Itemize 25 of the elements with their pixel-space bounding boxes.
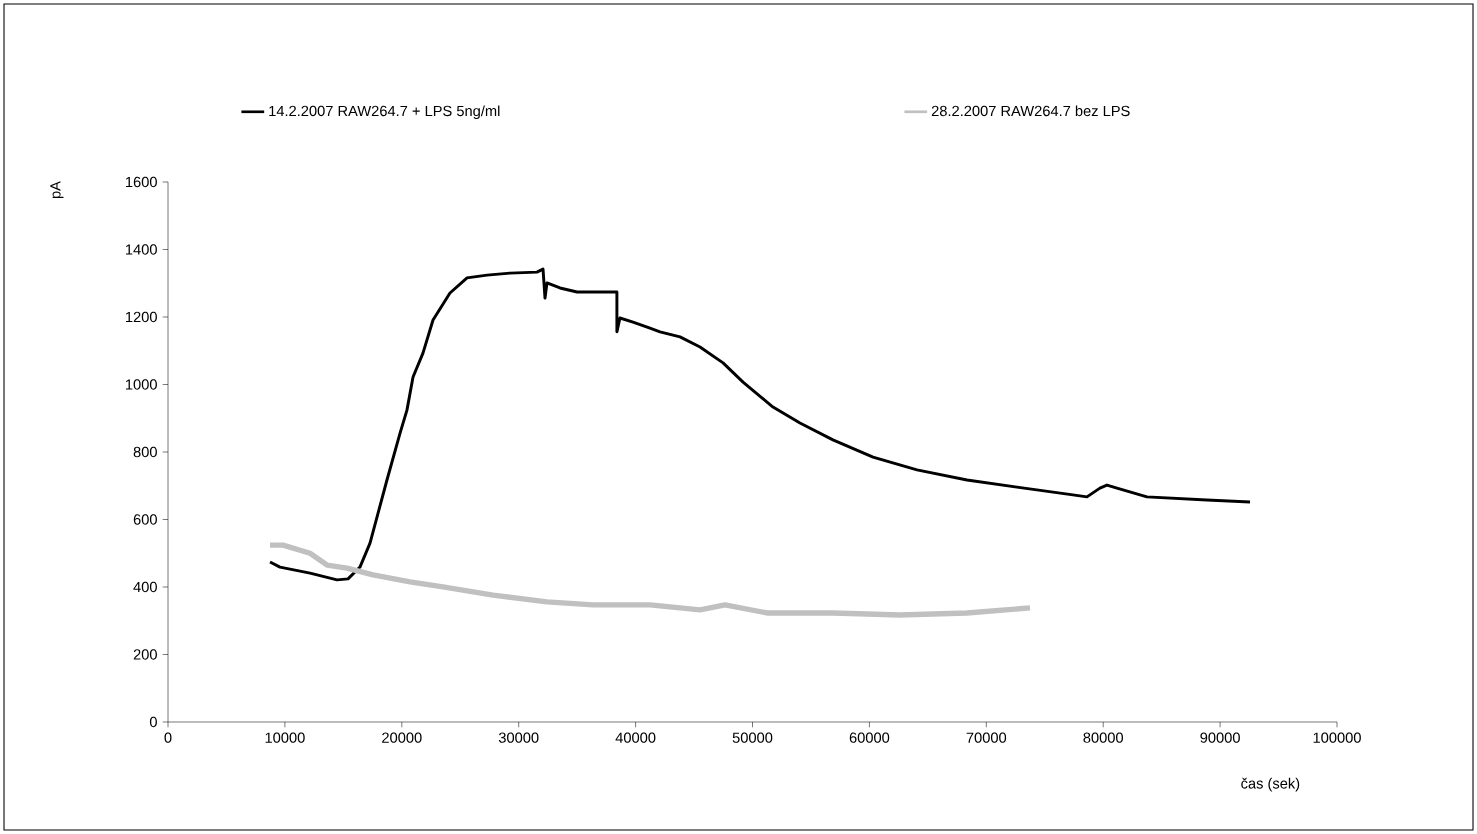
y-tick-label: 1600 — [126, 176, 157, 188]
y-tick-label: 0 — [149, 716, 157, 728]
x-tick-label: 0 — [164, 732, 172, 743]
y-tick-label: 600 — [133, 514, 157, 525]
y-tick-label: 800 — [133, 446, 157, 458]
x-tick-label: 100000 — [1313, 732, 1361, 743]
x-tick-label: 40000 — [615, 732, 656, 743]
y-axis-title: pA — [50, 181, 64, 199]
y-tick-label: 1400 — [126, 244, 157, 255]
line-series — [268, 267, 1252, 582]
x-tick-label: 30000 — [498, 732, 539, 743]
x-tick-label: 10000 — [265, 732, 305, 743]
x-axis-title: čas (sek) — [1241, 777, 1300, 792]
x-tick-label: 50000 — [732, 732, 773, 743]
legend-label: 14.2.2007 RAW264.7 + LPS 5ng/ml — [269, 105, 500, 120]
y-tick-label: 400 — [133, 581, 157, 593]
x-tick-label: 60000 — [849, 732, 890, 743]
x-tick-label: 80000 — [1083, 732, 1123, 743]
x-tick-label: 20000 — [382, 732, 422, 743]
y-tick-label: 1200 — [126, 311, 157, 323]
x-tick-label: 70000 — [966, 732, 1007, 743]
y-tick-label: 1000 — [126, 379, 157, 390]
y-tick-label: 200 — [133, 649, 157, 660]
x-tick-label: 90000 — [1200, 732, 1240, 743]
legend-label: 28.2.2007 RAW264.7 bez LPS — [931, 105, 1130, 117]
